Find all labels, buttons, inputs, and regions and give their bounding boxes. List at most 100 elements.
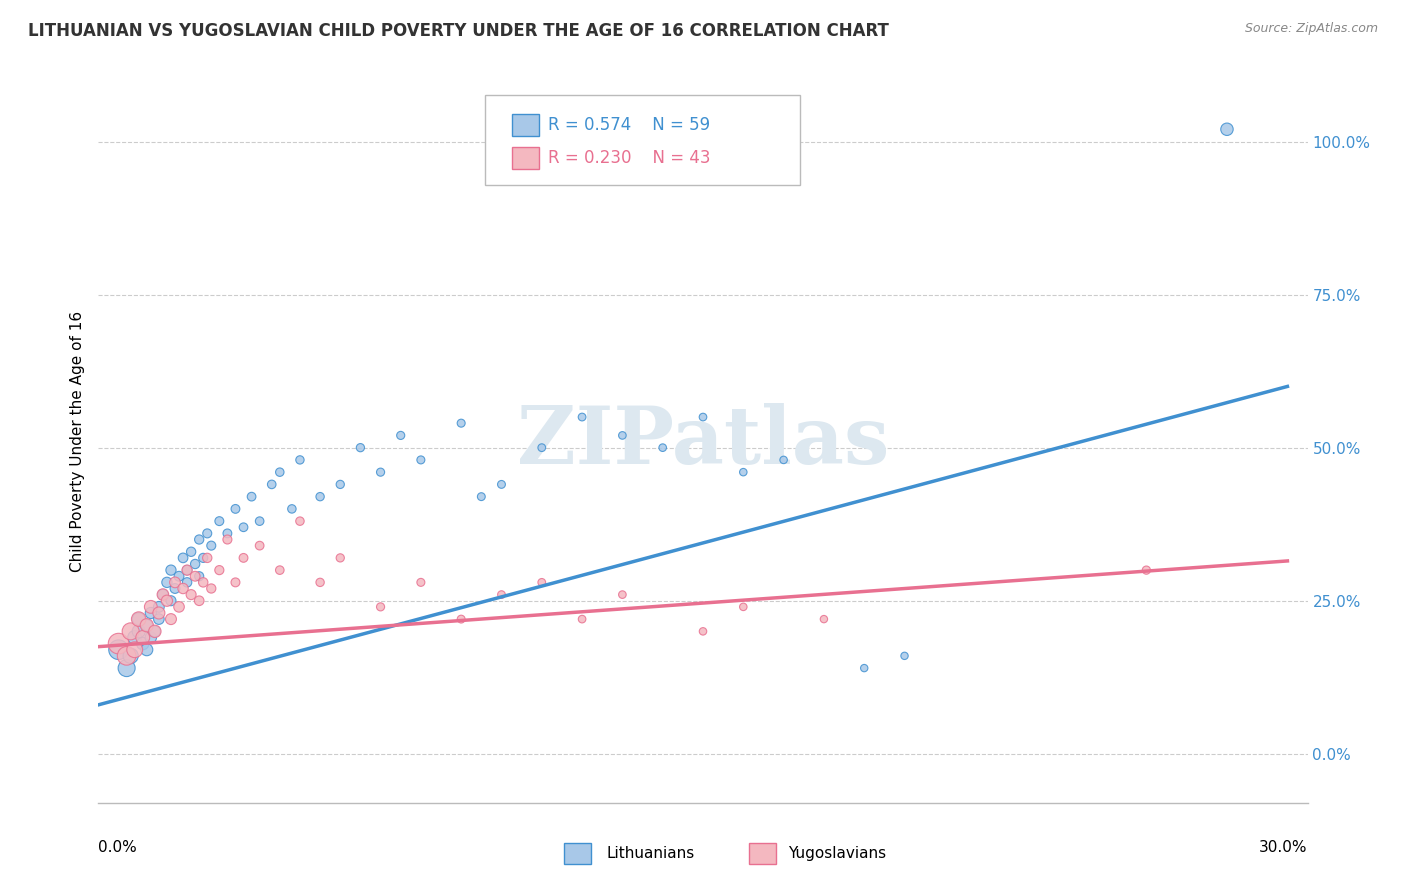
Point [139,599,162,614]
Point [208,563,231,577]
Point [249,514,271,528]
Point [260,477,283,491]
Text: 0.0%: 0.0% [98,839,138,855]
Point [160,563,183,577]
Point [200,539,222,553]
Point [143,624,166,639]
Point [409,575,432,590]
Point [193,575,215,590]
Point [208,514,231,528]
Point [217,533,239,547]
Point [370,599,392,614]
FancyBboxPatch shape [749,843,776,864]
Point [692,410,714,425]
Point [156,575,179,590]
Point [530,441,553,455]
Point [232,520,254,534]
Point [195,526,218,541]
Text: R = 0.574    N = 59: R = 0.574 N = 59 [548,116,710,134]
FancyBboxPatch shape [512,147,538,169]
Point [135,618,157,632]
Point [148,606,170,620]
Point [124,642,146,657]
Point [288,453,311,467]
Point [269,465,291,479]
Point [152,588,174,602]
Point [389,428,412,442]
Y-axis label: Child Poverty Under the Age of 16: Child Poverty Under the Age of 16 [69,311,84,572]
Point [176,563,198,577]
Point [612,588,634,602]
Text: 30.0%: 30.0% [1260,839,1308,855]
Point [288,514,311,528]
Point [450,416,472,430]
Point [329,550,352,565]
Point [409,453,432,467]
Point [188,533,211,547]
Text: R = 0.230    N = 43: R = 0.230 N = 43 [548,149,710,168]
Point [188,593,211,607]
Point [491,588,513,602]
Point [349,441,371,455]
Point [450,612,472,626]
Point [172,582,194,596]
Point [224,502,246,516]
Point [309,490,332,504]
Point [470,490,492,504]
Point [184,569,207,583]
Point [139,606,162,620]
Point [148,612,170,626]
Point [733,465,755,479]
Point [132,637,155,651]
Point [163,575,186,590]
Point [120,648,142,663]
Point [135,618,157,632]
Point [107,642,129,657]
Point [1216,122,1239,136]
Text: ZIPatlas: ZIPatlas [517,402,889,481]
Point [813,612,835,626]
Point [156,593,179,607]
Point [249,539,271,553]
Point [143,624,166,639]
Point [853,661,876,675]
Point [180,545,202,559]
Point [200,582,222,596]
Point [160,612,183,626]
Point [128,612,150,626]
Text: LITHUANIAN VS YUGOSLAVIAN CHILD POVERTY UNDER THE AGE OF 16 CORRELATION CHART: LITHUANIAN VS YUGOSLAVIAN CHILD POVERTY … [28,22,889,40]
Point [195,550,218,565]
Text: Lithuanians: Lithuanians [606,846,695,861]
Text: Yugoslavians: Yugoslavians [787,846,886,861]
Point [370,465,392,479]
Point [128,612,150,626]
FancyBboxPatch shape [564,843,591,864]
Point [491,477,513,491]
Point [893,648,915,663]
Point [160,593,183,607]
Point [612,428,634,442]
Point [148,599,170,614]
Point [107,637,129,651]
FancyBboxPatch shape [512,114,538,136]
Point [184,557,207,571]
Point [124,631,146,645]
Point [1135,563,1157,577]
Text: Source: ZipAtlas.com: Source: ZipAtlas.com [1244,22,1378,36]
Point [232,550,254,565]
Point [180,588,202,602]
Point [571,612,593,626]
Point [772,453,794,467]
Point [692,624,714,639]
Point [309,575,332,590]
Point [120,624,142,639]
Point [135,642,157,657]
Point [167,599,190,614]
Point [329,477,352,491]
Point [733,599,755,614]
Point [217,526,239,541]
Point [188,569,211,583]
Point [139,631,162,645]
Point [651,441,673,455]
Point [176,575,198,590]
